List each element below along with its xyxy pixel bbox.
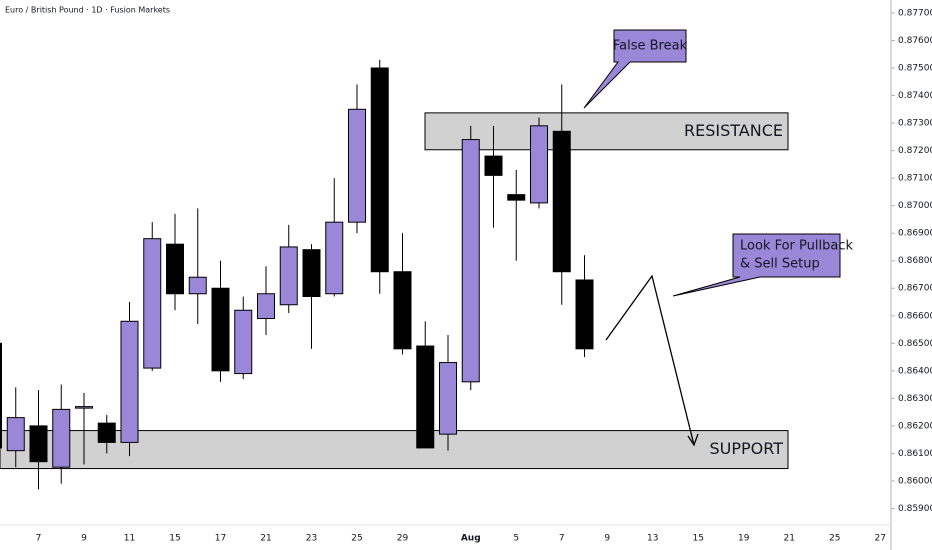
candle-body [257,293,275,320]
candle-body [507,194,526,201]
candle-body [211,287,230,372]
x-tick-label: 25 [829,534,840,544]
x-tick-label: 5 [513,534,519,544]
x-tick-label: 23 [306,534,317,544]
candle-body [29,425,48,463]
y-tick-label: 0.87100 [898,174,932,184]
y-tick-label: 0.87400 [898,91,932,101]
y-tick-label: 0.86500 [898,339,932,349]
candle-body [97,422,116,443]
zone [424,112,789,151]
x-tick-label: 25 [351,534,362,544]
x-tick-label: 29 [397,534,409,544]
zone-label: RESISTANCE [684,121,783,140]
candle-body [325,221,344,295]
y-tick-label: 0.86900 [898,229,932,239]
x-tick-label: Aug [461,534,481,544]
y-tick-label: 0.86300 [898,394,932,404]
candle-body [52,408,71,468]
y-tick-label: 0.87500 [898,63,932,73]
candle-body [348,108,366,223]
y-tick-label: 0.85900 [898,504,932,514]
x-tick-label: 21 [260,534,271,544]
candle-body [166,243,184,295]
y-tick-label: 0.86000 [898,476,932,486]
candle-body [302,249,321,297]
projection-arrowhead [687,433,699,447]
false-break-callout [583,29,687,109]
candle-body [120,320,139,443]
candle-body [370,67,389,273]
y-tick-label: 0.87000 [898,201,932,211]
y-tick-label: 0.86200 [898,421,932,431]
x-tick-label: 17 [215,534,226,544]
pullback-text-1: Look For Pullback [740,239,853,254]
y-tick-label: 0.86400 [898,366,932,376]
candle-body [279,246,298,306]
zone-label: SUPPORT [710,439,784,458]
candle-body [393,271,412,350]
y-tick-label: 0.87300 [898,119,932,129]
x-tick-label: 19 [738,534,750,544]
candle-body [484,155,503,176]
candle-body [188,276,207,295]
candle-body [439,362,457,435]
candle-body [575,279,594,350]
pullback-callout [672,233,841,297]
y-tick-label: 0.86800 [898,256,932,266]
false-break-text: False Break [613,39,688,54]
candle-body [234,309,253,375]
x-tick-label: 7 [36,534,42,544]
chart-title: Euro / British Pound · 1D · Fusion Marke… [5,6,170,15]
x-tick-label: 11 [124,534,135,544]
x-tick-label: 21 [784,534,795,544]
x-tick-label: 9 [81,534,87,544]
y-tick-label: 0.87700 [898,8,932,18]
y-tick-label: 0.87600 [898,36,932,46]
x-tick-label: 15 [693,534,704,544]
candle-body [416,345,435,449]
candle-body [143,238,162,369]
y-tick-label: 0.86100 [898,449,932,459]
candle-body [552,130,571,273]
candle-body [0,342,2,449]
y-tick-label: 0.86600 [898,311,932,321]
projection-line [605,274,695,446]
zone [0,430,789,470]
x-tick-label: 13 [647,534,658,544]
candle-body [461,139,480,383]
zones: RESISTANCE SUPPORT [0,112,789,470]
pullback-text-2: & Sell Setup [740,257,820,272]
x-tick-label: 27 [875,534,886,544]
x-tick-label: 7 [559,534,565,544]
y-tick-label: 0.87200 [898,146,932,156]
candle-body [75,406,93,409]
x-tick-label: 15 [169,534,180,544]
candle-body [6,417,25,452]
candle-body [530,125,548,204]
y-tick-label: 0.86700 [898,284,932,294]
candles [0,59,594,490]
x-tick-label: 9 [604,534,610,544]
